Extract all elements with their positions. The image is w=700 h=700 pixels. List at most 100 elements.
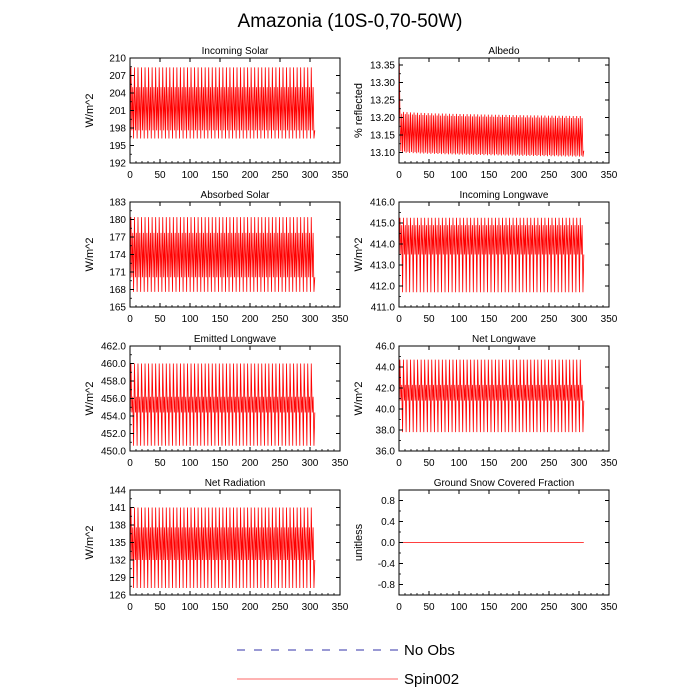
- x-tick-label: 0: [127, 602, 133, 613]
- panel-title: Incoming Solar: [202, 46, 269, 57]
- y-tick-label: 458.0: [101, 377, 126, 388]
- y-tick-label: -0.8: [378, 580, 396, 591]
- x-tick-label: 200: [511, 458, 528, 469]
- y-tick-label: 0.8: [381, 496, 395, 507]
- y-axis-label: W/m^2: [84, 94, 96, 128]
- x-tick-label: 0: [127, 458, 133, 469]
- panel-title: Ground Snow Covered Fraction: [434, 478, 575, 489]
- x-tick-label: 200: [242, 602, 259, 613]
- plot-frame: [398, 57, 610, 164]
- y-tick-label: 40.0: [376, 405, 396, 416]
- y-tick-label: 204: [109, 89, 126, 100]
- x-tick-label: 350: [332, 170, 349, 181]
- panel-title: Net Radiation: [205, 478, 266, 489]
- x-tick-label: 50: [423, 170, 435, 181]
- y-tick-label: 13.10: [370, 148, 395, 159]
- legend: No Obs Spin002: [237, 642, 459, 688]
- y-tick-label: -0.4: [378, 559, 396, 570]
- y-tick-label: 42.0: [376, 384, 396, 395]
- x-tick-label: 50: [154, 170, 166, 181]
- x-tick-label: 250: [272, 314, 289, 325]
- x-tick-label: 100: [182, 170, 199, 181]
- x-tick-label: 150: [481, 314, 498, 325]
- x-tick-label: 250: [272, 458, 289, 469]
- y-tick-label: 207: [109, 71, 126, 82]
- y-tick-label: 168: [109, 285, 126, 296]
- panel-title: Incoming Longwave: [460, 190, 549, 201]
- panel-1: Incoming Solar W/m^2 0 50 100 150 200 250 300 350…: [84, 46, 349, 181]
- panel-4: Incoming Longwave W/m^2 0 50 100 150 200 250 300…: [353, 190, 618, 325]
- y-tick-label: 13.35: [370, 61, 395, 72]
- x-tick-label: 100: [182, 602, 199, 613]
- y-tick-label: 13.25: [370, 96, 395, 107]
- x-tick-label: 250: [541, 602, 558, 613]
- x-tick-label: 150: [212, 170, 229, 181]
- x-tick-label: 350: [332, 458, 349, 469]
- y-tick-label: 0.4: [381, 517, 395, 528]
- x-tick-label: 250: [541, 314, 558, 325]
- y-axis-label: W/m^2: [84, 238, 96, 272]
- panel-3: Absorbed Solar W/m^2 0 50 100 150 200 250 300 350…: [84, 190, 349, 325]
- y-tick-label: 450.0: [101, 447, 126, 458]
- panel-7: Net Radiation W/m^2 0 50 100 150 200 250 300 350 1…: [84, 478, 349, 613]
- y-tick-label: 411.0: [371, 303, 396, 314]
- y-tick-label: 13.15: [370, 131, 395, 142]
- y-axis-label: unitless: [353, 523, 365, 561]
- x-tick-label: 150: [212, 602, 229, 613]
- y-tick-label: 144: [109, 486, 126, 497]
- y-tick-label: 462.0: [101, 342, 126, 353]
- x-tick-label: 250: [541, 170, 558, 181]
- legend-label-no-obs: No Obs: [404, 642, 455, 659]
- x-tick-label: 150: [481, 458, 498, 469]
- x-tick-label: 50: [423, 602, 435, 613]
- y-tick-label: 416.0: [370, 198, 395, 209]
- x-tick-label: 0: [127, 170, 133, 181]
- x-tick-label: 350: [601, 170, 618, 181]
- x-tick-label: 250: [541, 458, 558, 469]
- x-tick-label: 200: [242, 170, 259, 181]
- legend-label-spin002: Spin002: [404, 671, 459, 688]
- x-tick-label: 50: [154, 602, 166, 613]
- x-tick-label: 250: [272, 602, 289, 613]
- x-tick-label: 300: [571, 602, 588, 613]
- x-tick-label: 200: [511, 170, 528, 181]
- y-tick-label: 141: [109, 503, 126, 514]
- series-line-spin002: [129, 507, 316, 589]
- x-tick-label: 0: [396, 314, 402, 325]
- panel-title: Emitted Longwave: [194, 334, 277, 345]
- x-tick-label: 200: [511, 602, 528, 613]
- x-tick-label: 350: [332, 314, 349, 325]
- y-tick-label: 132: [109, 556, 126, 567]
- x-tick-label: 350: [332, 602, 349, 613]
- series-line-spin002: [398, 217, 585, 293]
- y-tick-label: 456.0: [101, 394, 126, 405]
- y-tick-label: 174: [109, 250, 126, 261]
- y-tick-label: 13.30: [370, 78, 395, 89]
- y-tick-label: 0.0: [381, 538, 395, 549]
- x-tick-label: 0: [396, 458, 402, 469]
- x-tick-label: 0: [396, 602, 402, 613]
- y-tick-label: 183: [109, 198, 126, 209]
- x-tick-label: 100: [451, 458, 468, 469]
- y-tick-label: 165: [109, 303, 126, 314]
- y-tick-label: 415.0: [370, 219, 395, 230]
- y-tick-label: 138: [109, 521, 126, 532]
- panel-5: Emitted Longwave W/m^2 0 50 100 150 200 250 300 3…: [84, 334, 349, 469]
- series-line-spin002: [398, 359, 585, 433]
- y-tick-label: 129: [109, 573, 126, 584]
- panel-8: Ground Snow Covered Fraction unitless 0 50 1…: [353, 478, 618, 613]
- x-tick-label: 50: [154, 314, 166, 325]
- x-tick-label: 300: [302, 458, 319, 469]
- x-tick-label: 250: [272, 170, 289, 181]
- x-tick-label: 300: [571, 314, 588, 325]
- y-tick-label: 452.0: [101, 429, 126, 440]
- x-tick-label: 300: [302, 314, 319, 325]
- y-tick-label: 195: [109, 141, 126, 152]
- y-tick-label: 38.0: [376, 426, 396, 437]
- x-tick-label: 350: [601, 602, 618, 613]
- figure-title: Amazonia (10S-0,70-50W): [238, 11, 463, 32]
- x-tick-label: 150: [481, 602, 498, 613]
- x-tick-label: 150: [212, 458, 229, 469]
- x-tick-label: 300: [302, 170, 319, 181]
